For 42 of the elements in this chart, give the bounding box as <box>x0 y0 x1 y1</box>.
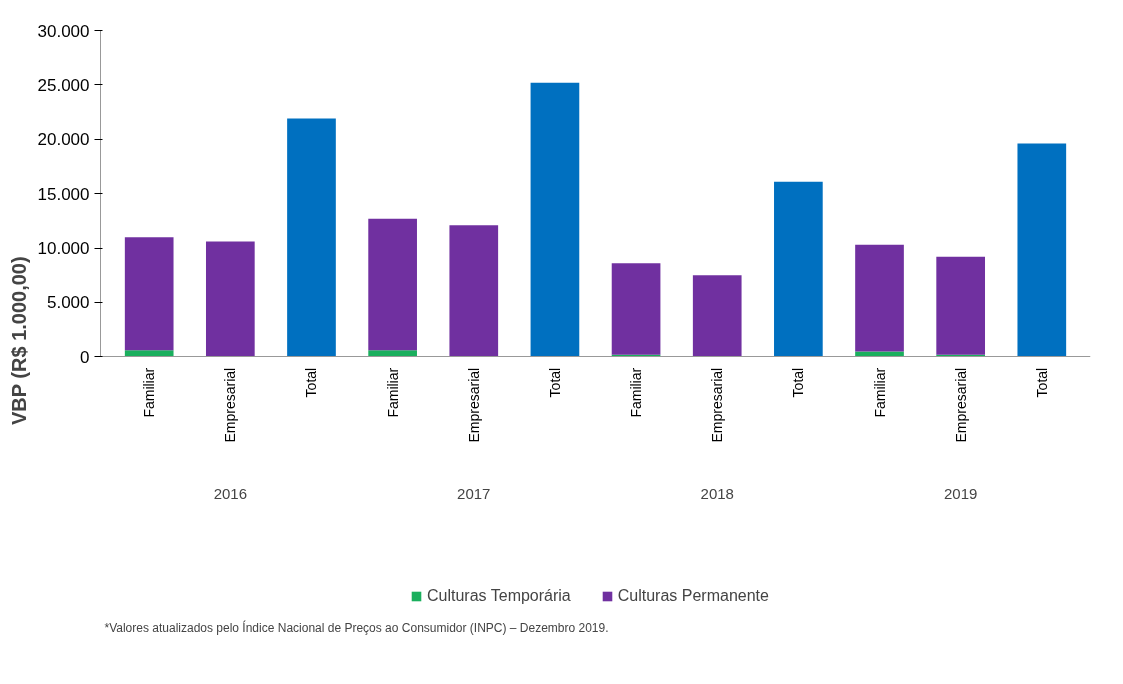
bar <box>1017 143 1067 357</box>
bar <box>368 218 417 351</box>
bar <box>205 241 255 357</box>
text: 2018 <box>700 484 734 502</box>
x-tick-label: Empresarial <box>222 367 239 443</box>
x-tick-label: Total <box>790 367 807 398</box>
y-tick-label: 15.000 <box>37 184 90 204</box>
bar <box>124 350 174 357</box>
bar <box>855 351 904 357</box>
bar <box>936 256 986 355</box>
text: 2017 <box>457 484 491 502</box>
x-tick-label: Familiar <box>628 367 645 418</box>
text: 2016 <box>213 484 248 502</box>
bar <box>692 275 742 357</box>
y-tick-label: 5.000 <box>46 293 90 313</box>
bar <box>449 225 499 357</box>
x-tick-label: Empresarial <box>952 367 969 443</box>
y-tick-label: 10.000 <box>37 239 90 259</box>
y-tick-label: 20.000 <box>37 130 90 150</box>
legend-label: Culturas Permanente <box>617 587 769 605</box>
text: *Valores atualizados pelo Índice Nacional de Preços ao Consumidor (INPC) – Dezembro 2019. <box>104 619 609 635</box>
bar <box>855 244 904 352</box>
bar <box>611 263 661 355</box>
bar <box>774 181 823 357</box>
legend-label: Culturas Temporária <box>427 587 571 605</box>
text: 2019 <box>943 484 978 502</box>
bar <box>368 350 417 357</box>
bar <box>530 82 580 357</box>
y-tick-label: 25.000 <box>37 75 90 95</box>
x-tick-label: Empresarial <box>465 367 482 443</box>
bar <box>124 237 174 351</box>
y-tick-label: 30.000 <box>37 21 90 41</box>
x-tick-label: Total <box>303 367 320 398</box>
x-tick-label: Familiar <box>141 367 158 418</box>
x-tick-label: Familiar <box>384 367 401 418</box>
y-tick-label: 0 <box>80 347 90 367</box>
x-tick-label: Total <box>1033 367 1050 398</box>
y-axis-title: VBP (R$ 1.000,00) <box>7 256 30 425</box>
bar <box>287 118 336 357</box>
x-tick-label: Empresarial <box>709 367 726 443</box>
x-tick-label: Familiar <box>871 367 888 418</box>
x-tick-label: Total <box>546 367 563 398</box>
